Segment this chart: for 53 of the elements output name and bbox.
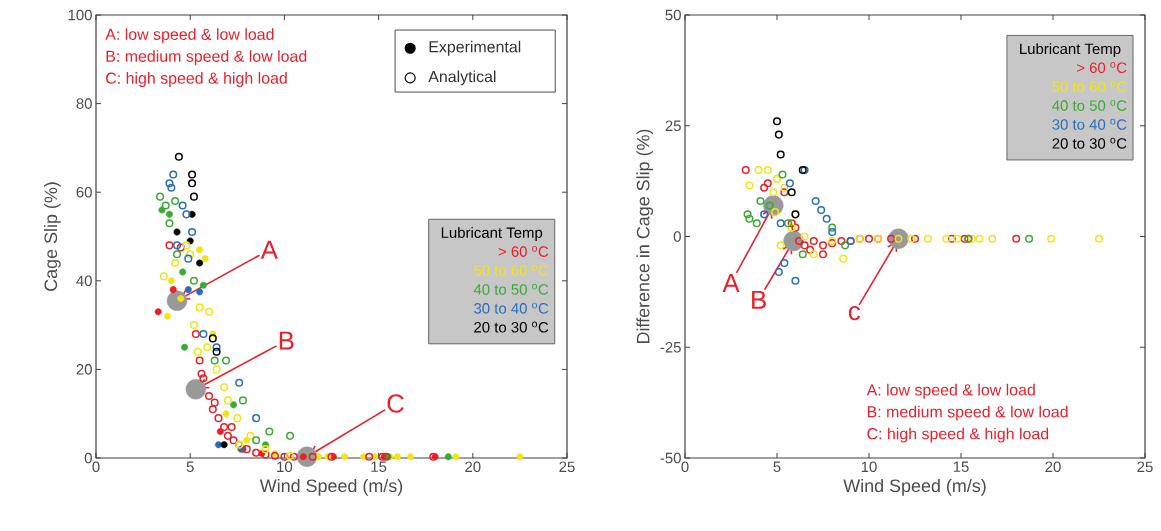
text: > 60 $^{o}$C	[498, 245, 549, 257]
x-tick-label: 5	[773, 461, 781, 472]
x-axis-title: Wind Speed (m/s)	[259, 478, 403, 496]
legend-title: Lubricant Temp	[1020, 43, 1121, 58]
y-tick-label: 25	[665, 120, 681, 132]
y-tick-label: 20	[76, 364, 92, 375]
x-tick-label: 0	[681, 461, 689, 473]
x-tick-label: 0	[92, 461, 100, 473]
annotation: B	[279, 331, 294, 350]
text: 40 to 50 $^{o}$C	[1052, 99, 1127, 111]
annotation: B	[752, 290, 766, 309]
text: 30 to 40 $^{o}$C	[1052, 118, 1127, 130]
y-tick-label: 100	[68, 9, 92, 21]
y-tick-label: 0	[673, 231, 681, 242]
y-tick-label: 0	[84, 452, 92, 464]
x-tick-label: 10	[277, 461, 293, 473]
annotation: B: medium speed & low load	[106, 50, 307, 66]
annotation: A	[722, 274, 740, 292]
annotation: B: medium speed & low load	[867, 405, 1068, 421]
x-tick-label: 25	[1137, 461, 1153, 473]
x-tick-label: 10	[861, 461, 877, 473]
annotation: A	[260, 240, 278, 259]
x-tick-label: 20	[1045, 461, 1061, 473]
text: 40 to 50 $^{o}$C	[473, 283, 549, 295]
annotation: A: low speed & low load	[866, 383, 1035, 399]
x-tick-label: 5	[186, 461, 194, 472]
y-tick-label: 80	[76, 98, 92, 109]
annotation: A: low speed & low load	[105, 28, 274, 44]
annotation: c	[848, 306, 861, 321]
text: 20 to 30 $^{o}$C	[1052, 137, 1127, 149]
text: > 60 $^{o}$C	[1077, 62, 1127, 74]
y-tick-label: 60	[76, 186, 92, 198]
y-tick-label: -50	[660, 452, 681, 464]
y-tick-label: -25	[660, 341, 681, 353]
y-tick-label: 50	[665, 9, 681, 21]
legend-title: Lubricant Temp	[441, 226, 543, 241]
annotation: Analytical	[428, 70, 496, 86]
text: 20 to 30 $^{o}$C	[474, 321, 549, 333]
annotation: Experimental	[429, 40, 521, 56]
x-axis-title: Wind Speed (m/s)	[843, 478, 986, 496]
x-tick-label: 20	[465, 461, 481, 473]
annotation: C: high speed & high load	[106, 72, 287, 87]
x-tick-label: 15	[953, 461, 969, 472]
text: 50 to 60 $^{o}$C	[474, 264, 549, 276]
annotation: C	[387, 394, 404, 413]
y-axis-title: Cage Slip (%)	[43, 182, 61, 291]
annotation: C: high speed & high load	[867, 427, 1049, 443]
y-tick-label: 40	[76, 275, 92, 287]
x-tick-label: 25	[559, 461, 575, 473]
text: 50 to 60 $^{o}$C	[1052, 80, 1127, 92]
text: 30 to 40 $^{o}$C	[474, 302, 549, 314]
y-axis-title: Difference in Cage Slip (%)	[636, 129, 654, 344]
x-tick-label: 15	[371, 461, 387, 472]
